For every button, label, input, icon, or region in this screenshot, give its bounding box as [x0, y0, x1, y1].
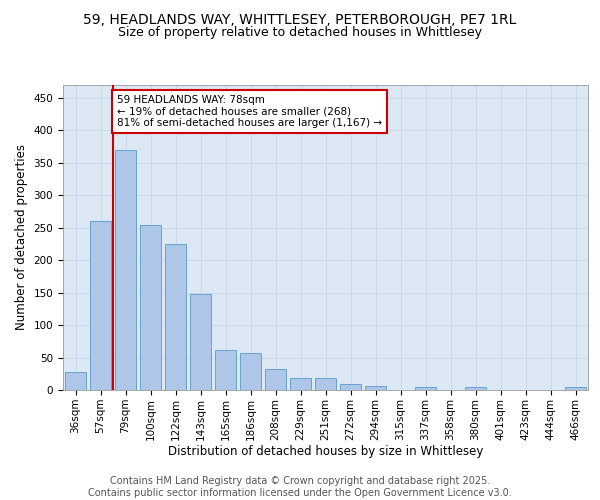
- Text: 59 HEADLANDS WAY: 78sqm
← 19% of detached houses are smaller (268)
81% of semi-d: 59 HEADLANDS WAY: 78sqm ← 19% of detache…: [117, 94, 382, 128]
- Bar: [165, 244, 186, 390]
- Y-axis label: Number of detached properties: Number of detached properties: [15, 144, 28, 330]
- Bar: [340, 384, 361, 390]
- Bar: [290, 378, 311, 390]
- Bar: [565, 388, 586, 390]
- Bar: [215, 350, 236, 390]
- Bar: [365, 386, 386, 390]
- Text: Size of property relative to detached houses in Whittlesey: Size of property relative to detached ho…: [118, 26, 482, 39]
- Bar: [315, 378, 336, 390]
- Bar: [140, 224, 161, 390]
- X-axis label: Distribution of detached houses by size in Whittlesey: Distribution of detached houses by size …: [168, 446, 483, 458]
- Text: 59, HEADLANDS WAY, WHITTLESEY, PETERBOROUGH, PE7 1RL: 59, HEADLANDS WAY, WHITTLESEY, PETERBORO…: [83, 12, 517, 26]
- Bar: [240, 353, 261, 390]
- Bar: [90, 222, 111, 390]
- Text: Contains HM Land Registry data © Crown copyright and database right 2025.
Contai: Contains HM Land Registry data © Crown c…: [88, 476, 512, 498]
- Bar: [415, 387, 436, 390]
- Bar: [65, 372, 86, 390]
- Bar: [465, 388, 486, 390]
- Bar: [265, 369, 286, 390]
- Bar: [190, 294, 211, 390]
- Bar: [115, 150, 136, 390]
